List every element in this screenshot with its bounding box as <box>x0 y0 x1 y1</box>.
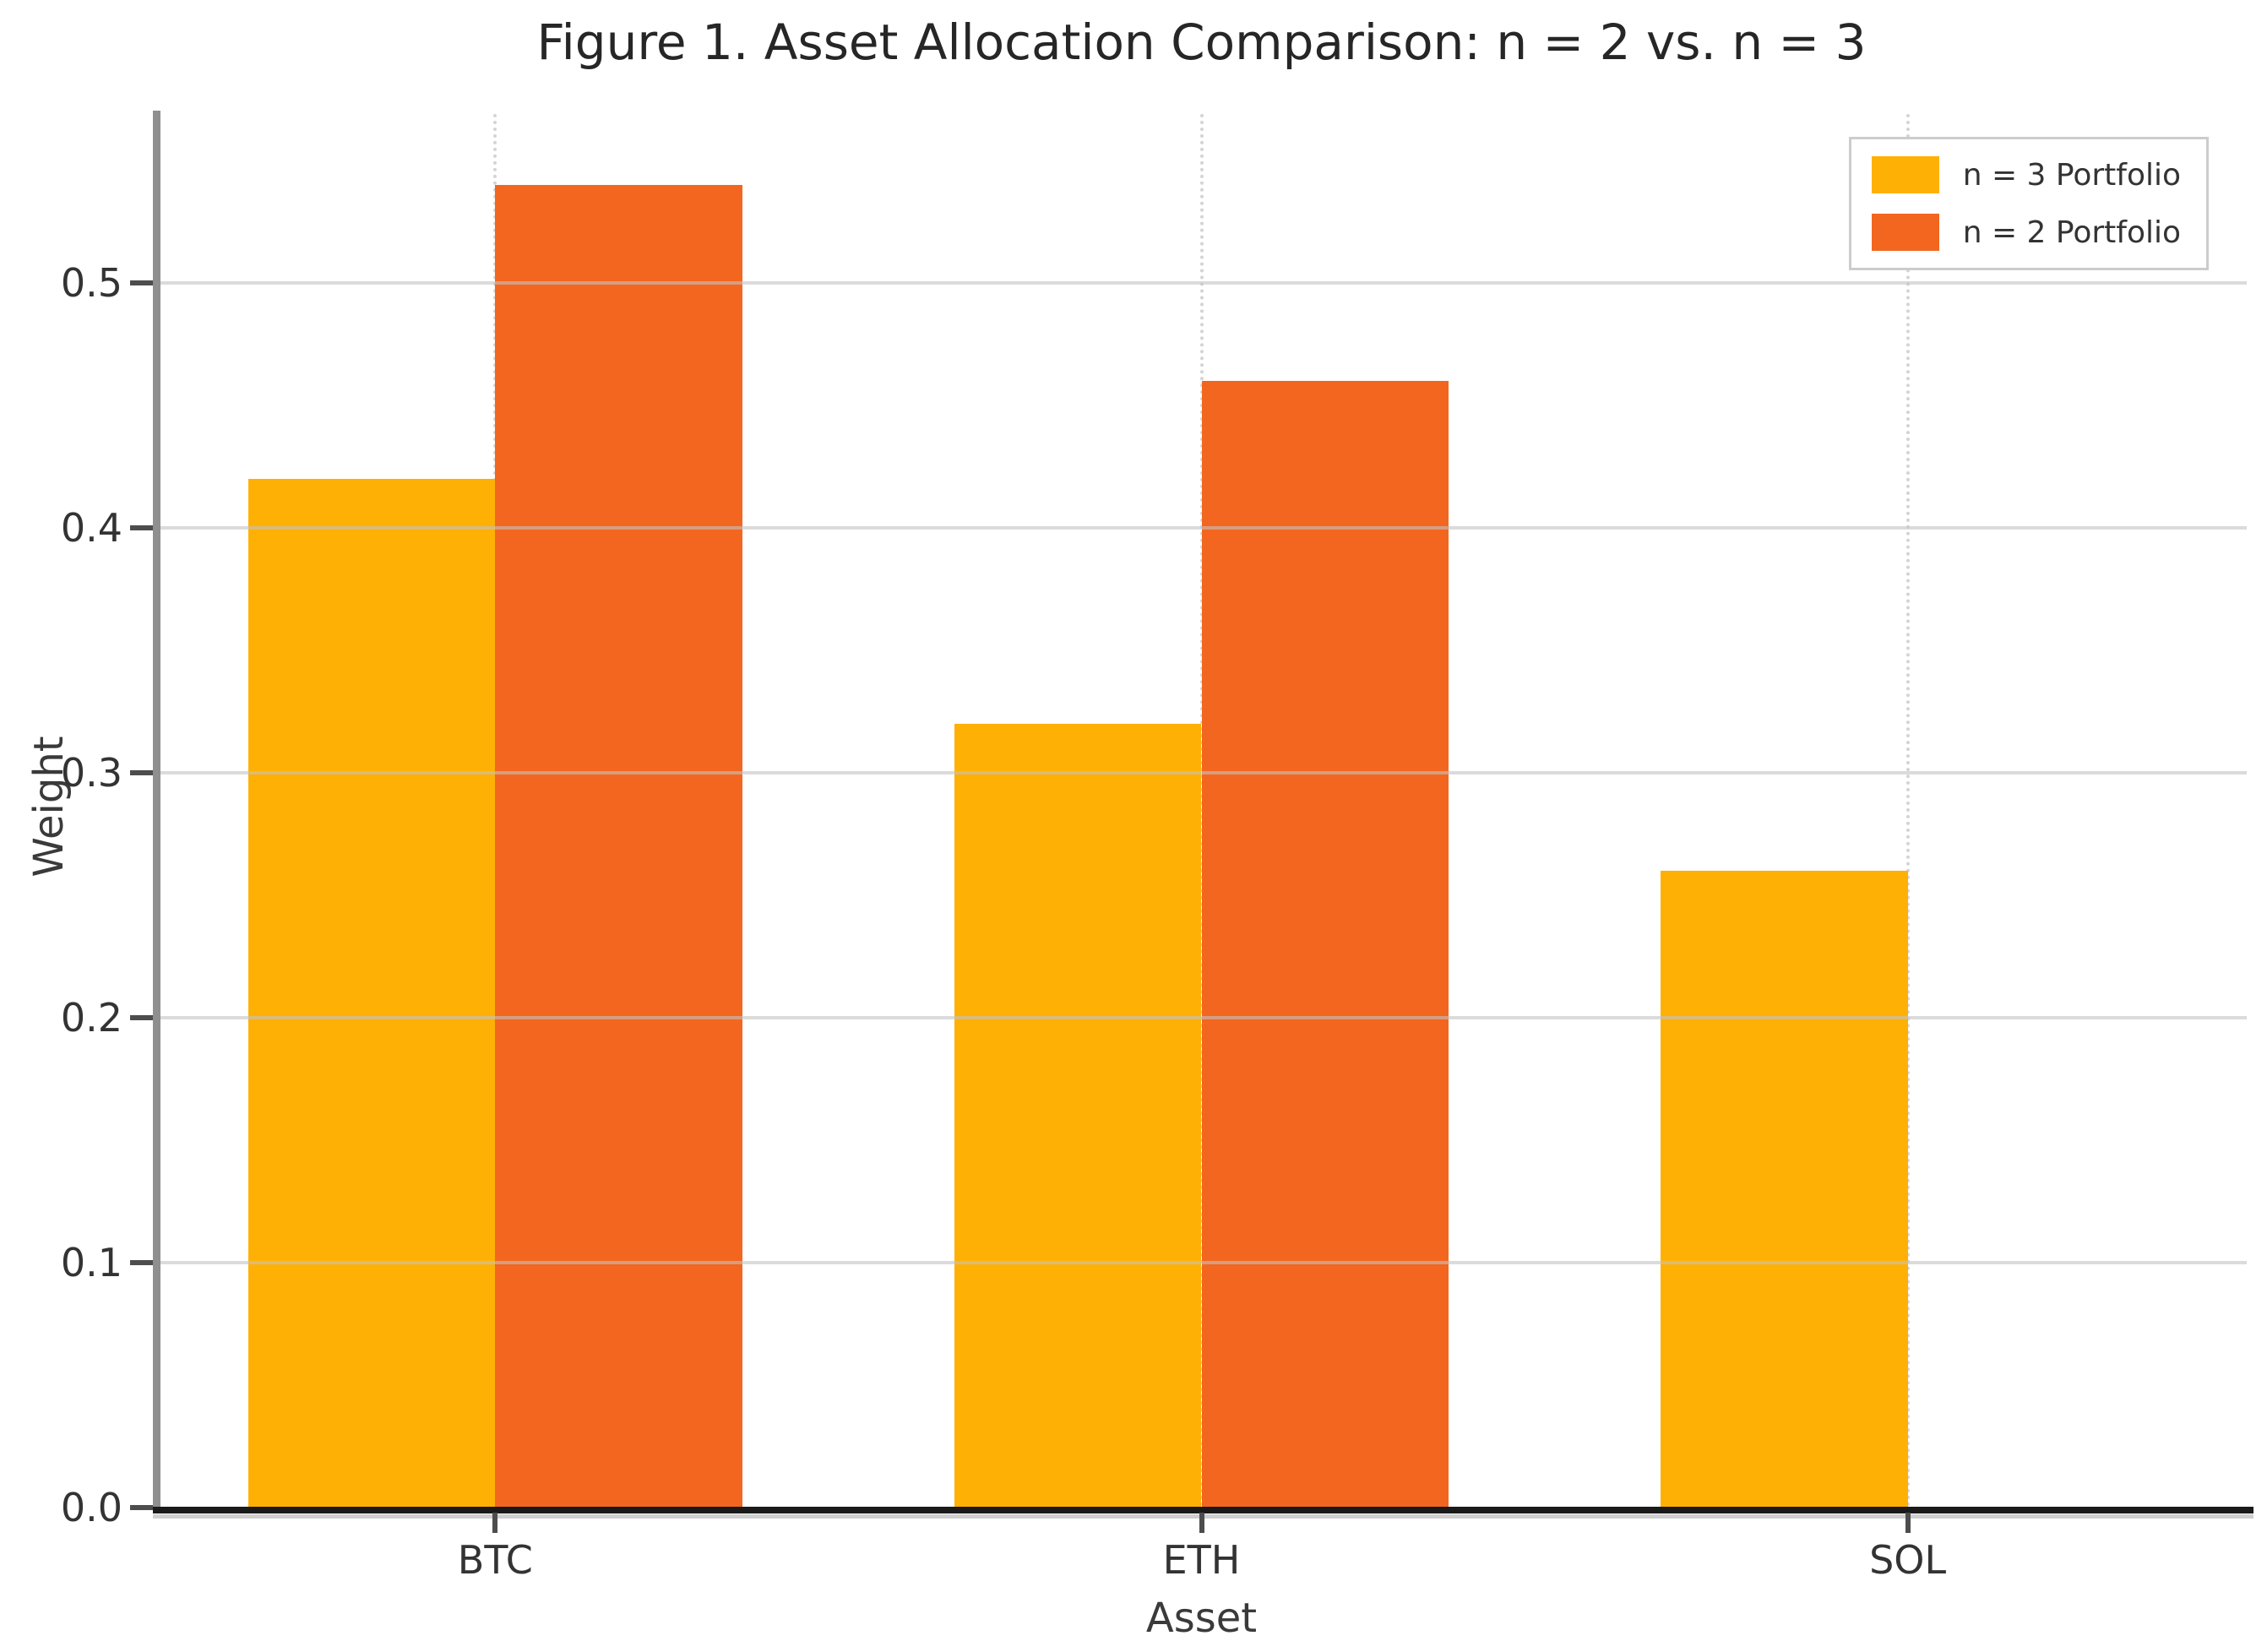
legend-item-0: n = 3 Portfolio <box>1871 156 2181 193</box>
y-tick-label-0.0: 0.0 <box>60 1485 122 1530</box>
x-tick-label-btc: BTC <box>457 1537 533 1583</box>
legend-rows: n = 3 Portfolio n = 2 Portfolio <box>1871 156 2181 251</box>
y-tick-label-0.5: 0.5 <box>60 260 122 307</box>
bar-sol-series0 <box>1660 871 1908 1508</box>
bar-btc-series0 <box>247 479 496 1508</box>
y-gridline-0.1 <box>156 1261 2247 1265</box>
y-tick-0.5 <box>130 280 153 286</box>
y-tick-label-0.4: 0.4 <box>60 505 122 552</box>
x-gridline-sol <box>1905 114 1910 1508</box>
bar-eth-series1 <box>1201 381 1449 1508</box>
y-tick-0.4 <box>130 525 153 531</box>
y-tick-label-0.3: 0.3 <box>60 750 122 796</box>
y-tick-0.2 <box>130 1015 153 1021</box>
y-axis-spine <box>153 111 160 1508</box>
bar-eth-series0 <box>954 724 1202 1508</box>
bars-layer <box>156 114 2247 1508</box>
legend-label-1: n = 2 Portfolio <box>1962 215 2181 250</box>
x-axis-spine <box>153 1507 2253 1513</box>
plot-area: 0.0 0.1 0.2 0.3 0.4 0.5 BTC ETH SOL n = 3 Portf… <box>61 111 2253 1583</box>
y-tick-label-0.2: 0.2 <box>60 995 122 1041</box>
y-axis-ticks: 0.0 0.1 0.2 0.3 0.4 0.5 <box>61 114 2247 1530</box>
x-tick-eth <box>1199 1513 1204 1533</box>
x-tick-sol <box>1905 1513 1911 1533</box>
y-tick-label-0.1: 0.1 <box>60 1240 122 1286</box>
legend-label-0: n = 3 Portfolio <box>1962 157 2181 193</box>
horizontal-gridlines <box>156 114 2247 1508</box>
legend-swatch-0 <box>1871 156 1939 193</box>
x-tick-btc <box>492 1513 498 1533</box>
x-tick-label-sol: SOL <box>1869 1537 1947 1583</box>
y-tick-0.1 <box>130 1260 153 1266</box>
chart-title: Figure 1. Asset Allocation Comparison: n… <box>536 14 1867 71</box>
x-axis-label: Asset <box>1145 1595 1258 1642</box>
y-gridline-0.4 <box>156 526 2247 530</box>
y-tick-0.3 <box>130 770 153 776</box>
legend-item-1: n = 2 Portfolio <box>1871 214 2181 251</box>
legend: n = 3 Portfolio n = 2 Portfolio <box>1848 137 2209 270</box>
bar-btc-series1 <box>495 185 742 1508</box>
x-axis-ticks: BTC ETH SOL <box>156 114 2247 1583</box>
y-gridline-0.2 <box>156 1016 2247 1020</box>
y-gridline-0.3 <box>156 771 2247 775</box>
x-tick-label-eth: ETH <box>1162 1537 1241 1583</box>
legend-swatch-1 <box>1871 214 1939 251</box>
y-gridline-0.5 <box>156 281 2247 285</box>
y-tick-0.0 <box>130 1505 153 1510</box>
